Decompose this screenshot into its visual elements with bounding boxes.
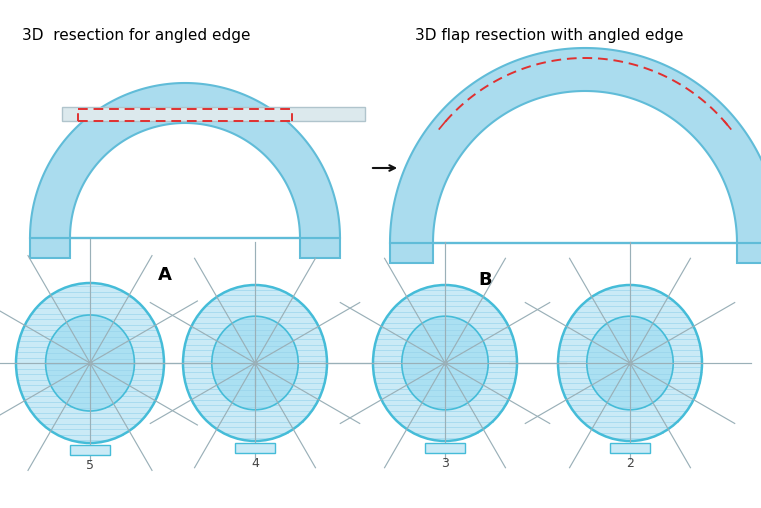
- FancyBboxPatch shape: [62, 107, 365, 121]
- Ellipse shape: [46, 315, 135, 411]
- Text: 3: 3: [441, 457, 449, 470]
- Ellipse shape: [587, 316, 673, 410]
- Text: B: B: [478, 271, 492, 289]
- Ellipse shape: [183, 285, 327, 441]
- Ellipse shape: [402, 316, 489, 410]
- Text: 4: 4: [251, 457, 259, 470]
- Polygon shape: [390, 48, 761, 263]
- Ellipse shape: [373, 285, 517, 441]
- Text: 3D  resection for angled edge: 3D resection for angled edge: [22, 28, 250, 43]
- Text: 5: 5: [86, 459, 94, 472]
- FancyBboxPatch shape: [610, 443, 650, 453]
- FancyBboxPatch shape: [235, 443, 275, 453]
- Text: 3D flap resection with angled edge: 3D flap resection with angled edge: [415, 28, 683, 43]
- Ellipse shape: [558, 285, 702, 441]
- Polygon shape: [30, 83, 340, 258]
- FancyBboxPatch shape: [425, 443, 465, 453]
- Ellipse shape: [16, 283, 164, 443]
- Ellipse shape: [212, 316, 298, 410]
- FancyBboxPatch shape: [70, 445, 110, 455]
- Text: A: A: [158, 266, 172, 284]
- Text: 2: 2: [626, 457, 634, 470]
